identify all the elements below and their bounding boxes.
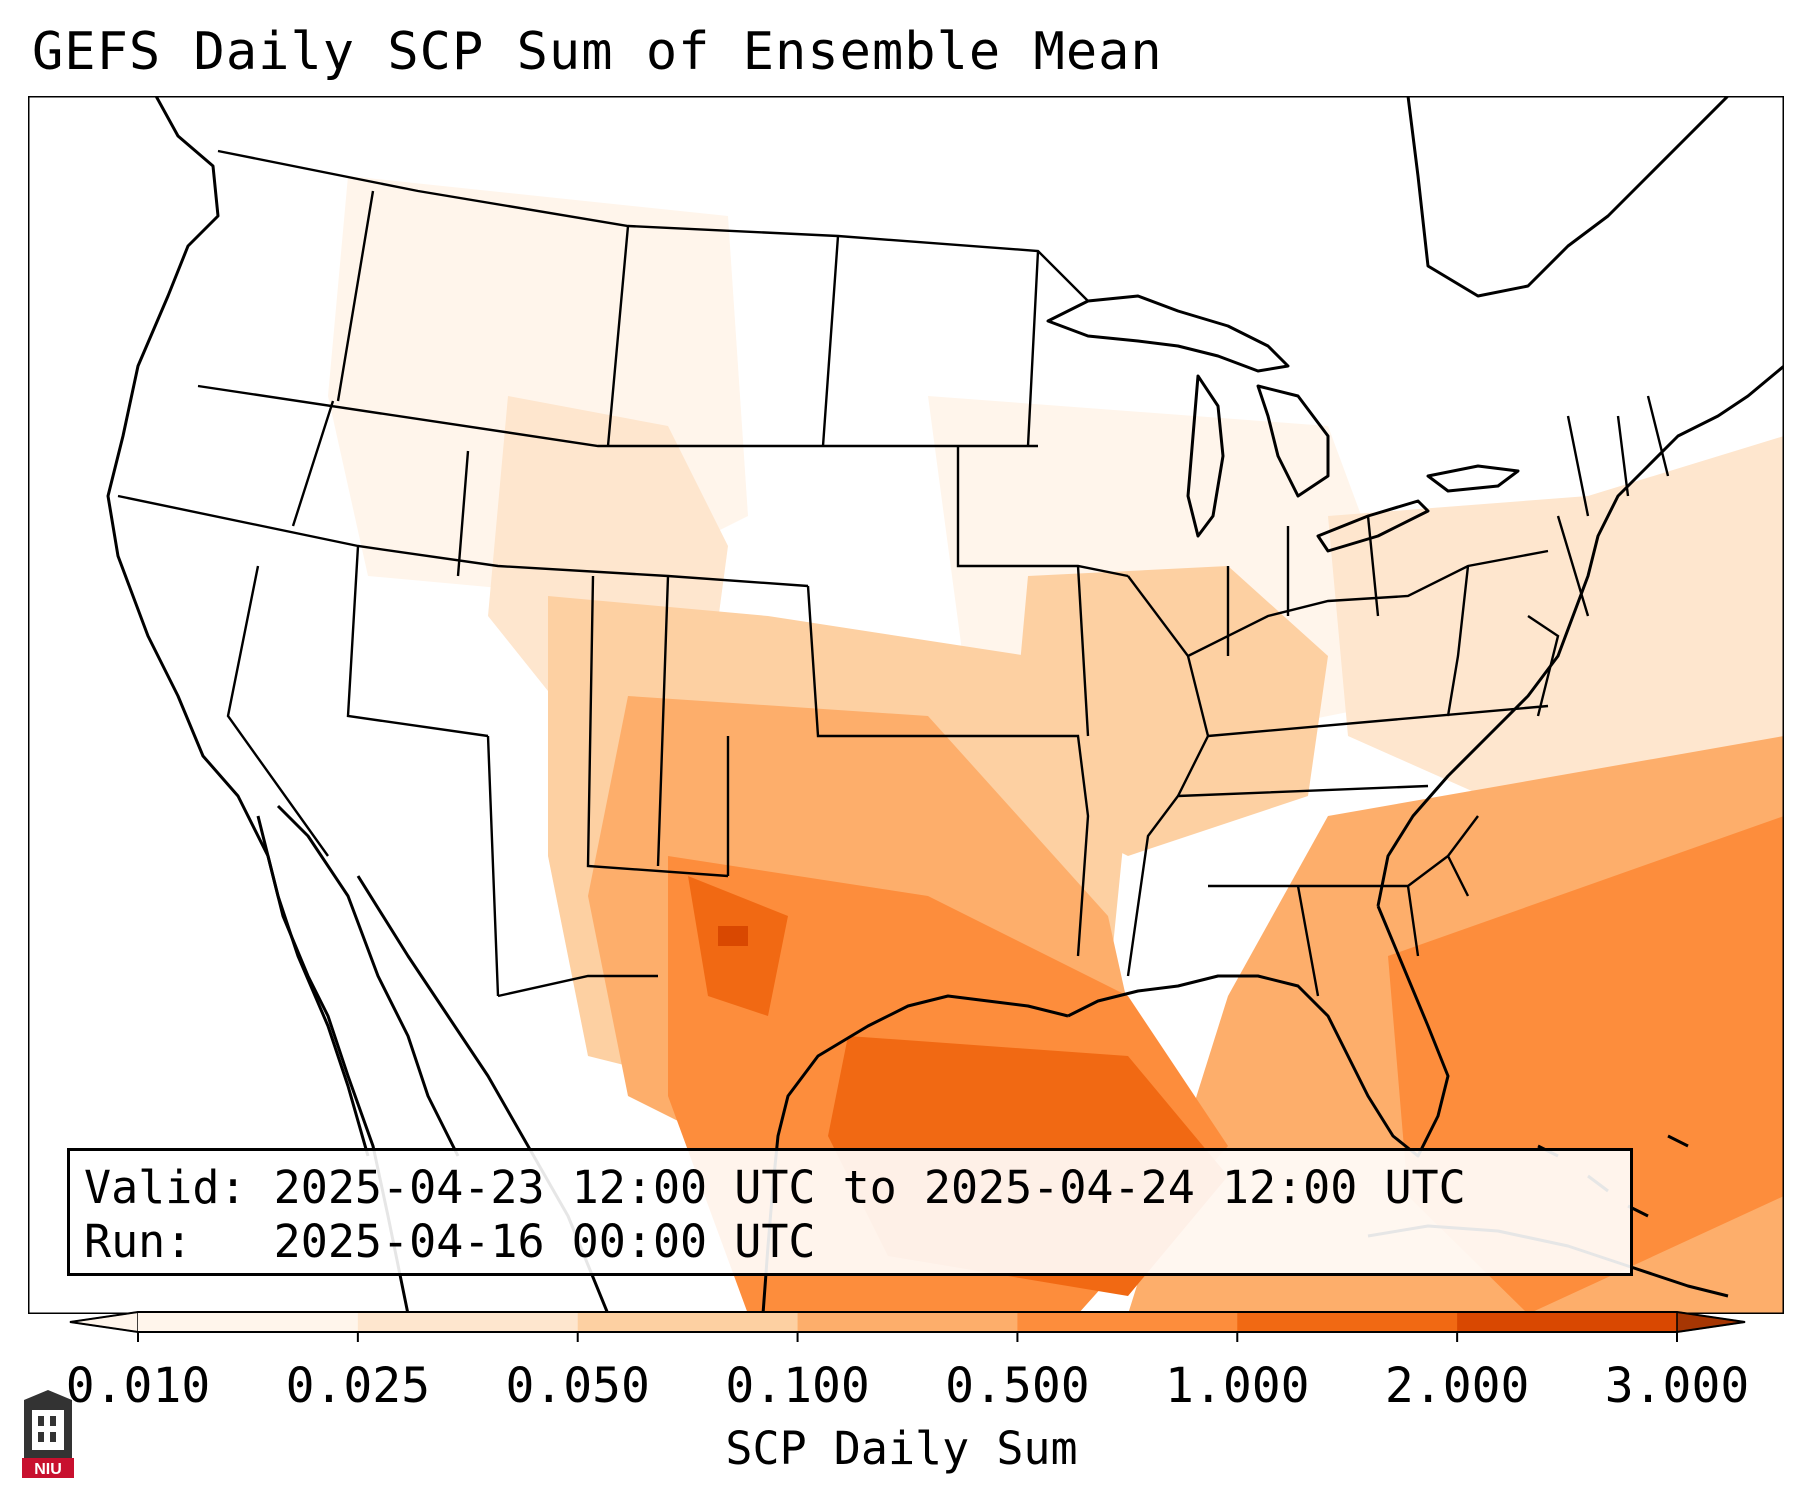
colorbar [69, 1311, 1746, 1342]
baja-coastline [256, 804, 460, 1157]
colorbar-tick-label: 0.050 [505, 1358, 650, 1414]
colorbar-tick-label: 0.500 [945, 1358, 1090, 1414]
niu-logo: NIU [22, 1390, 74, 1478]
colorbar-segment [1237, 1312, 1458, 1332]
state-boundaries [117, 149, 1670, 998]
colorbar-ticks [137, 1332, 1678, 1342]
us-canada-border [217, 149, 1089, 302]
colorbar-extend-min [69, 1311, 139, 1333]
chart-title: GEFS Daily SCP Sum of Ensemble Mean [32, 22, 1163, 82]
lake-ontario [1426, 464, 1520, 493]
colorbar-segment [1457, 1312, 1678, 1332]
gulf-coastline-east [1067, 905, 1450, 1158]
lake-huron [1256, 384, 1330, 498]
info-box: Valid: 2025-04-23 12:00 UTC to 2025-04-2… [67, 1148, 1633, 1276]
run-label: Run: [84, 1215, 193, 1268]
colorbar-tick-label: 3.000 [1604, 1358, 1750, 1414]
canada-coastline [1406, 96, 1730, 298]
colorbar-segments [69, 1311, 1746, 1333]
colorbar-segment [138, 1312, 359, 1332]
scp-field-region [718, 926, 748, 946]
colorbar-label: SCP Daily Sum [725, 1422, 1078, 1475]
valid-label: Valid: [84, 1161, 247, 1214]
valid-value: 2025-04-23 12:00 UTC to 2025-04-24 12:00… [273, 1161, 1466, 1214]
scp-map [28, 96, 1784, 1314]
run-value: 2025-04-16 00:00 UTC [273, 1215, 816, 1268]
colorbar-segment [1017, 1312, 1238, 1332]
west-coastline [106, 96, 410, 1314]
colorbar-extend-max [1676, 1311, 1746, 1333]
colorbar-segment [357, 1312, 579, 1332]
colorbar-tick-label: 1.000 [1165, 1358, 1310, 1414]
lake-michigan [1186, 374, 1225, 538]
scp-field-region [1328, 436, 1784, 816]
atlantic-coastline [1376, 364, 1784, 907]
colorbar-tick-label: 0.010 [65, 1358, 211, 1414]
colorbar-segment [797, 1312, 1018, 1332]
svg-text:NIU: NIU [34, 1461, 62, 1478]
lake-superior [1046, 294, 1290, 373]
colorbar-tick-label: 0.025 [285, 1358, 431, 1414]
colorbar-tick-label: 2.000 [1384, 1358, 1530, 1414]
colorbar-segment [577, 1312, 799, 1332]
colorbar-tick-label: 0.100 [725, 1358, 870, 1414]
